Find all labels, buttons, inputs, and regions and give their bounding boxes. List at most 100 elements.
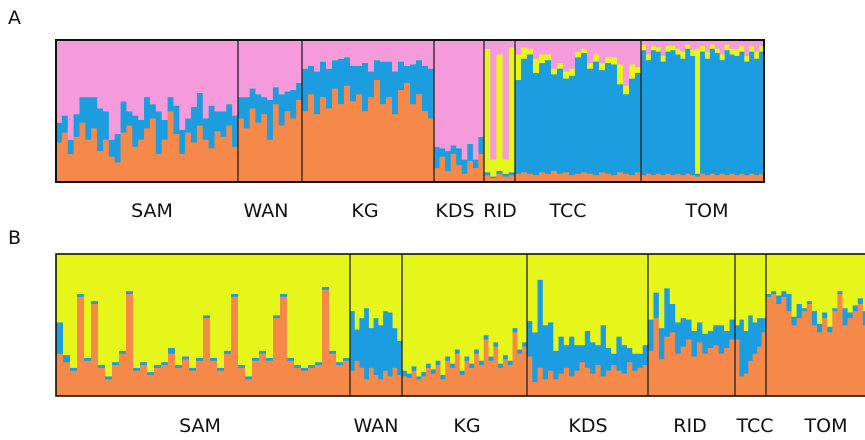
bar-segment-sam-7-cluster-4 [91, 40, 98, 98]
bar-segment-sam-15-cluster-1 [154, 367, 162, 397]
bar-segment-sam-23-cluster-3 [210, 254, 218, 358]
bar-segment-sam-9-cluster-1 [102, 139, 110, 183]
bar-segment-wan-9-cluster-1 [284, 111, 291, 183]
bar-segment-tom-16-cluster-1 [714, 174, 721, 183]
bar-segment-kds-10-cluster-2 [574, 344, 581, 371]
bar-segment-wan-3-cluster-1 [249, 108, 257, 183]
bar-segment-kds-6-cluster-4 [461, 40, 468, 160]
bar-segment-sam-10-cluster-2 [119, 350, 127, 354]
bar-segment-tcc-12-cluster-2 [581, 52, 588, 173]
bar-segment-kg-22-cluster-1 [502, 359, 509, 397]
bar-segment-sam-16-cluster-1 [144, 128, 151, 183]
panel-a-letter: A [8, 7, 21, 29]
bar-segment-sam-33-cluster-1 [280, 296, 288, 397]
bar-segment-kds-14-cluster-2 [595, 344, 602, 366]
bar-segment-sam-32-cluster-1 [273, 317, 281, 397]
bar-segment-kds-1-cluster-1 [434, 167, 441, 183]
bar-segment-wan-8-cluster-1 [383, 370, 389, 397]
bar-segment-sam-3-cluster-1 [67, 153, 75, 183]
bar-segment-tom-17-cluster-3 [847, 254, 854, 313]
bar-segment-sam-21-cluster-4 [173, 40, 180, 106]
bar-segment-sam-2-cluster-2 [63, 354, 71, 363]
bar-segment-rid-12-cluster-1 [707, 347, 714, 397]
bar-segment-rid-3-cluster-1 [658, 359, 665, 397]
bar-segment-tom-5-cluster-2 [786, 293, 793, 312]
bar-segment-rid-3-cluster-2 [496, 170, 504, 174]
bar-segment-tom-11-cluster-3 [690, 49, 696, 56]
bar-segment-kg-19-cluster-1 [410, 103, 417, 183]
bar-segment-sam-15-cluster-2 [138, 119, 145, 140]
bar-segment-tom-2-cluster-3 [771, 254, 777, 292]
bar-segment-kds-11-cluster-1 [579, 361, 586, 397]
bar-segment-wan-1-cluster-2 [238, 96, 245, 119]
bar-segment-kg-21-cluster-2 [498, 363, 504, 368]
bar-segment-kds-9-cluster-1 [569, 376, 575, 397]
bar-segment-rid-7-cluster-3 [680, 254, 687, 319]
bar-segment-sam-27-cluster-3 [238, 254, 246, 366]
bar-segment-kds-22-cluster-2 [637, 353, 644, 368]
bar-segment-tcc-19-cluster-3 [623, 85, 630, 95]
bar-segment-sam-16-cluster-4 [144, 40, 151, 98]
population-label-wan: WAN [244, 200, 289, 222]
bar-segment-sam-27-cluster-2 [208, 105, 216, 149]
bar-segment-rid-1-cluster-3 [648, 254, 655, 320]
bar-segment-kg-8-cluster-4 [344, 40, 351, 58]
bar-segment-tom-22-cluster-2 [744, 61, 750, 176]
bar-segment-sam-24-cluster-2 [217, 367, 225, 371]
bar-segment-sam-24-cluster-4 [191, 40, 198, 108]
bar-segment-tom-19-cluster-2 [729, 54, 736, 174]
bar-segment-tom-20-cluster-2 [862, 310, 865, 326]
bar-segment-rid-4-cluster-3 [664, 254, 671, 289]
bar-segment-wan-5-cluster-1 [261, 113, 268, 183]
bar-segment-tcc-6-cluster-3 [757, 254, 763, 319]
bar-segment-tcc-6-cluster-1 [545, 173, 552, 183]
bar-segment-wan-5-cluster-3 [368, 254, 375, 329]
bar-segment-kg-10-cluster-2 [356, 65, 363, 95]
bar-segment-sam-4-cluster-1 [77, 296, 85, 397]
bar-segment-kg-18-cluster-1 [404, 82, 411, 183]
bar-segment-tom-25-cluster-1 [759, 173, 765, 183]
bar-segment-tom-5-cluster-2 [660, 61, 667, 176]
bar-segment-sam-31-cluster-1 [232, 146, 239, 183]
bar-segment-tom-18-cluster-1 [852, 310, 859, 397]
bar-segment-kg-14-cluster-1 [464, 360, 470, 397]
bar-segment-kg-10-cluster-1 [356, 93, 363, 183]
bar-segment-sam-29-cluster-2 [252, 357, 260, 361]
bar-segment-kg-1-cluster-2 [302, 68, 309, 112]
bar-segment-kg-19-cluster-3 [488, 254, 494, 357]
bar-segment-tom-9-cluster-3 [680, 51, 686, 59]
bar-segment-tom-1-cluster-3 [766, 254, 772, 295]
bar-segment-tom-16-cluster-1 [842, 325, 849, 397]
bar-segment-tom-16-cluster-4 [714, 40, 721, 49]
bar-segment-sam-34-cluster-1 [287, 360, 295, 397]
bar-segment-tcc-21-cluster-2 [635, 72, 642, 173]
bar-segment-kg-1-cluster-1 [302, 111, 309, 183]
bar-segment-tom-7-cluster-3 [670, 45, 677, 51]
bar-segment-tom-1-cluster-1 [641, 174, 647, 183]
bar-segment-sam-17-cluster-1 [168, 353, 176, 397]
bar-segment-tom-21-cluster-4 [739, 40, 745, 46]
bar-segment-tcc-8-cluster-1 [557, 173, 564, 183]
bar-segment-sam-14-cluster-3 [147, 254, 155, 373]
bar-segment-wan-1-cluster-1 [350, 370, 356, 397]
bar-segment-kds-7-cluster-3 [558, 254, 565, 337]
bar-segment-tcc-10-cluster-3 [569, 68, 576, 76]
bar-segment-wan-4-cluster-3 [364, 254, 370, 309]
bar-segment-tom-8-cluster-3 [801, 254, 808, 309]
bar-segment-kg-7-cluster-2 [338, 58, 345, 105]
bar-segment-sam-36-cluster-3 [301, 254, 309, 368]
bar-segment-sam-16-cluster-2 [144, 96, 151, 129]
bar-segment-kds-12-cluster-3 [584, 254, 591, 331]
bar-segment-tom-14-cluster-1 [704, 174, 711, 183]
bar-segment-tom-17-cluster-1 [719, 173, 726, 183]
bar-segment-sam-24-cluster-1 [217, 370, 225, 397]
bar-segment-sam-25-cluster-3 [224, 254, 232, 351]
population-label-sam: SAM [131, 200, 173, 222]
bar-segment-sam-35-cluster-1 [294, 367, 302, 397]
bar-segment-kg-11-cluster-3 [450, 254, 456, 364]
bar-segment-tom-20-cluster-1 [734, 174, 740, 183]
bar-segment-sam-6-cluster-1 [91, 303, 99, 397]
bar-segment-tcc-2-cluster-3 [521, 47, 528, 59]
bar-segment-tom-12-cluster-3 [695, 48, 701, 174]
bar-segment-sam-13-cluster-2 [126, 111, 133, 126]
